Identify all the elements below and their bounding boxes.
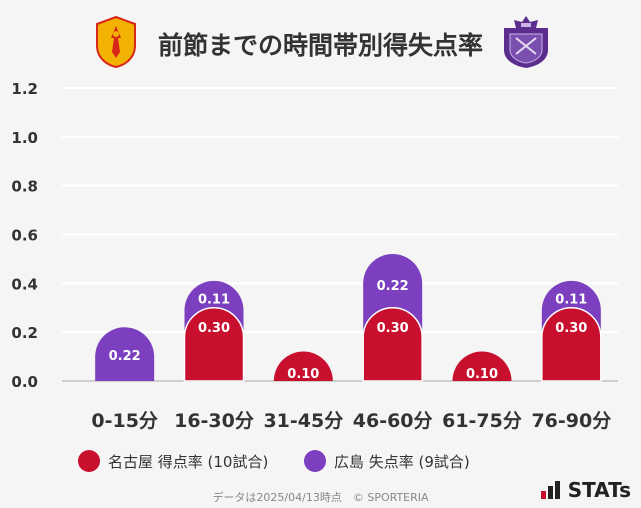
data-label-hiroshima-5: 0.11	[555, 292, 587, 307]
legend: 名古屋 得点率 (10試合) 広島 失点率 (9試合)	[78, 450, 558, 474]
legend-item-nagoya: 名古屋 得点率 (10試合)	[78, 450, 268, 472]
x-tick-label: 46-60分	[353, 410, 433, 432]
y-tick-label: 0.0	[11, 373, 38, 391]
y-tick-label: 0.8	[11, 178, 38, 196]
legend-swatch-hiroshima	[304, 450, 326, 472]
x-tick-label: 31-45分	[263, 410, 343, 432]
data-label-nagoya-1: 0.30	[198, 321, 230, 336]
chart-header: 前節までの時間帯別得失点率	[0, 0, 641, 80]
legend-item-hiroshima: 広島 失点率 (9試合)	[304, 450, 470, 472]
bar-nagoya-3	[362, 307, 423, 382]
data-label-nagoya-4: 0.10	[466, 367, 498, 382]
data-label-nagoya-2: 0.10	[287, 367, 319, 382]
x-tick-label: 61-75分	[442, 410, 522, 432]
y-tick-label: 0.2	[11, 324, 38, 342]
stats-brand: STATs	[567, 478, 631, 502]
stats-logo: STATs	[540, 478, 631, 502]
y-tick-label: 1.2	[11, 80, 38, 98]
y-tick-label: 0.4	[11, 275, 38, 293]
data-label-hiroshima-1: 0.11	[198, 292, 230, 307]
data-label-nagoya-5: 0.30	[555, 321, 587, 336]
y-tick-label: 1.0	[11, 129, 38, 147]
legend-label-hiroshima: 広島 失点率 (9試合)	[334, 452, 470, 471]
data-label-hiroshima-3: 0.22	[377, 279, 409, 294]
legend-swatch-nagoya	[78, 450, 100, 472]
bar-nagoya-4	[452, 351, 512, 381]
hiroshima-crest-icon	[504, 16, 548, 68]
x-tick-label: 0-15分	[91, 410, 158, 432]
data-label-hiroshima-0: 0.22	[109, 349, 141, 364]
legend-label-nagoya: 名古屋 得点率 (10試合)	[108, 452, 269, 471]
data-label-nagoya-3: 0.30	[377, 321, 409, 336]
y-tick-label: 0.6	[11, 227, 38, 245]
stats-bars-icon	[540, 481, 562, 499]
bar-hiroshima-0	[95, 327, 155, 381]
chart-title: 前節までの時間帯別得失点率	[157, 31, 483, 60]
bar-nagoya-2	[273, 351, 333, 381]
footer-note: データは2025/04/13時点 © SPORTERIA	[212, 491, 429, 504]
nagoya-crest-icon	[96, 16, 136, 68]
bar-nagoya-5	[541, 307, 602, 382]
x-tick-label: 16-30分	[174, 410, 254, 432]
bar-chart: 0.0 0.2 0.4 0.6 0.8 1.0 1.2 0.22 0-15分 0.11 0.30 16…	[11, 80, 618, 432]
bar-nagoya-1	[183, 307, 245, 382]
x-tick-label: 76-90分	[531, 410, 611, 432]
